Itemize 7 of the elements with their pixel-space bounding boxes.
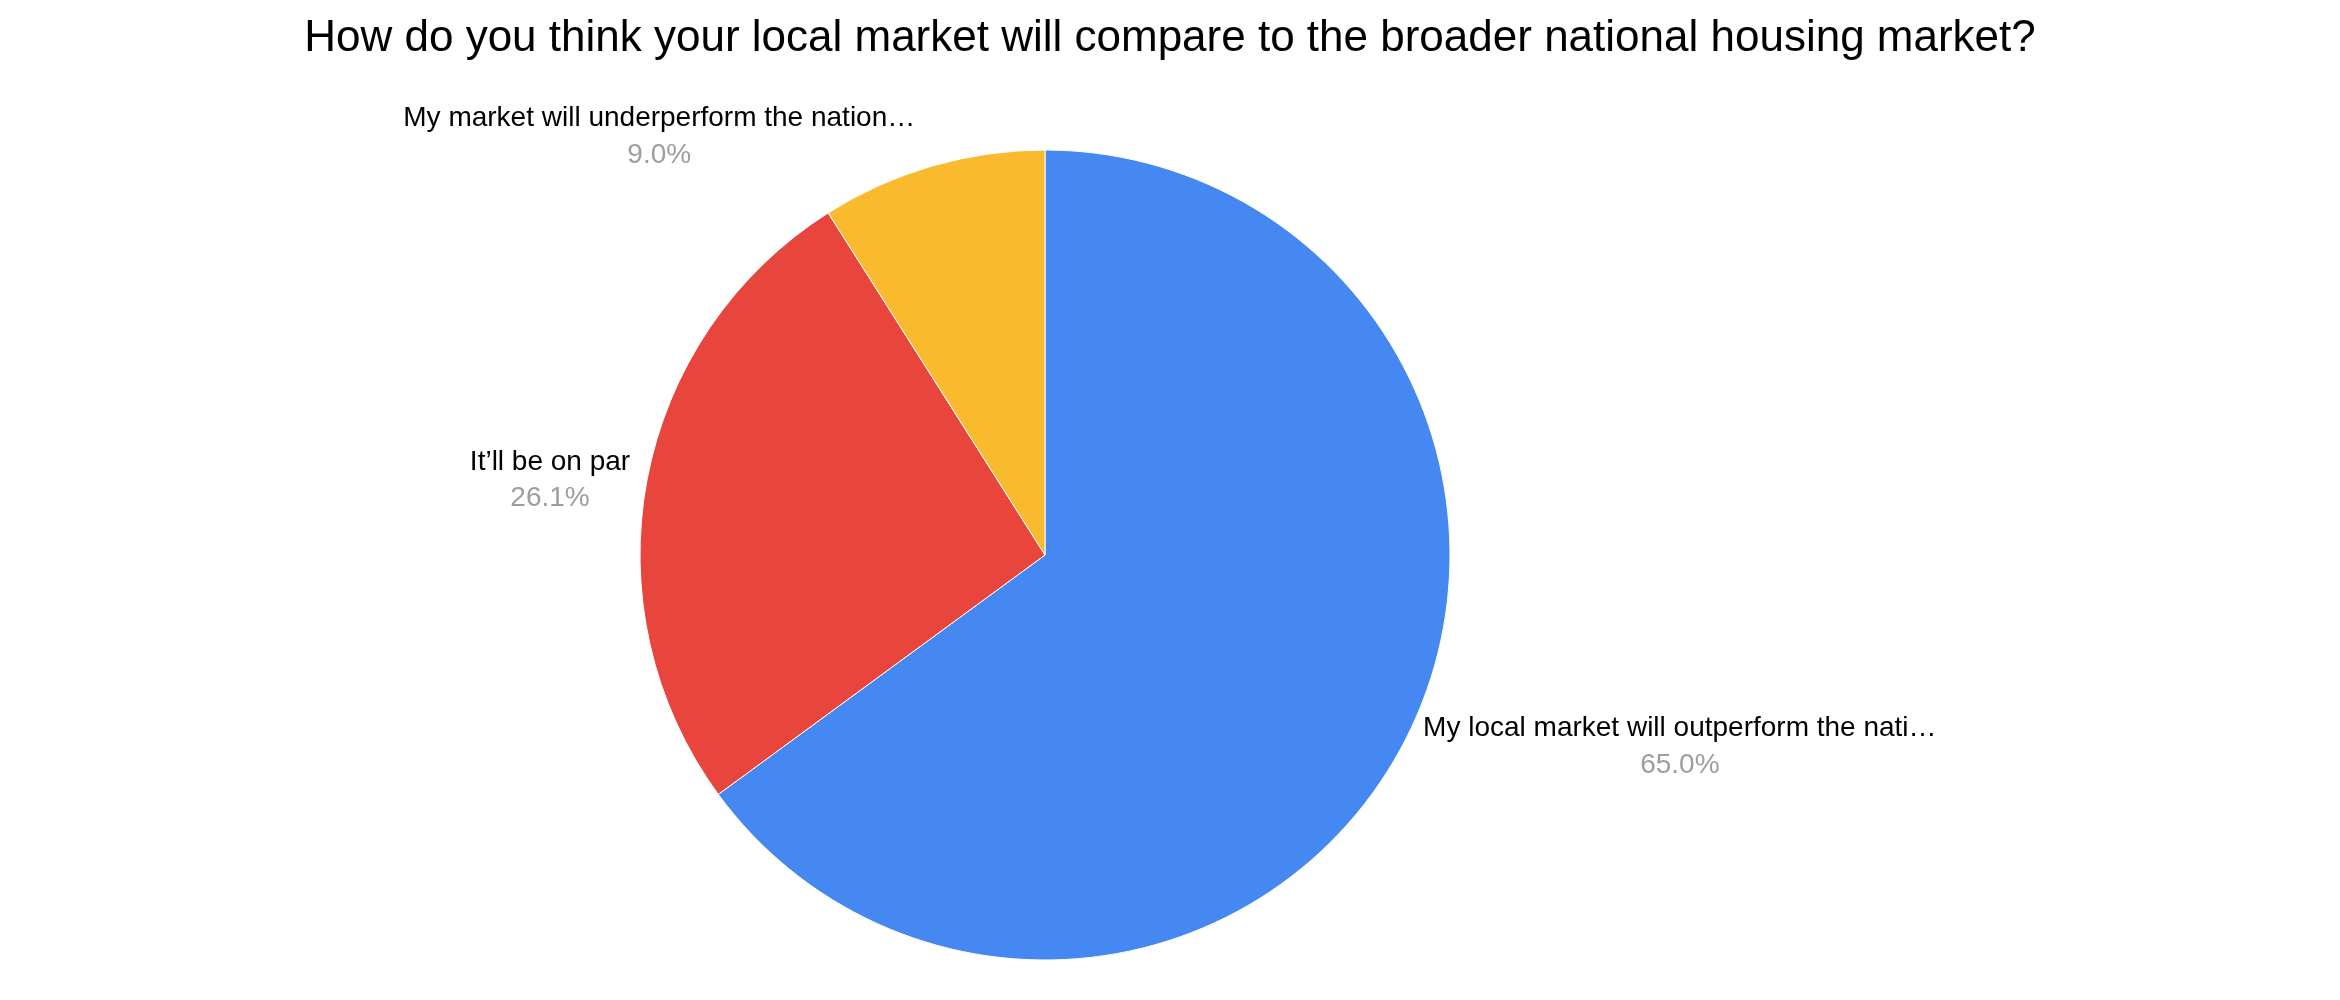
data-label: 65.0%	[1640, 747, 1720, 779]
slice-label: It’ll be on par	[469, 444, 631, 476]
slice-label: My market will underperform the nation…	[403, 101, 916, 133]
chart-title: How do you think your local market will compare to the broader national housing market?	[304, 10, 2036, 60]
slice-label: My local market will outperform the nati…	[1423, 711, 1937, 743]
data-label: 9.0%	[627, 137, 692, 169]
data-label: 26.1%	[510, 481, 590, 513]
